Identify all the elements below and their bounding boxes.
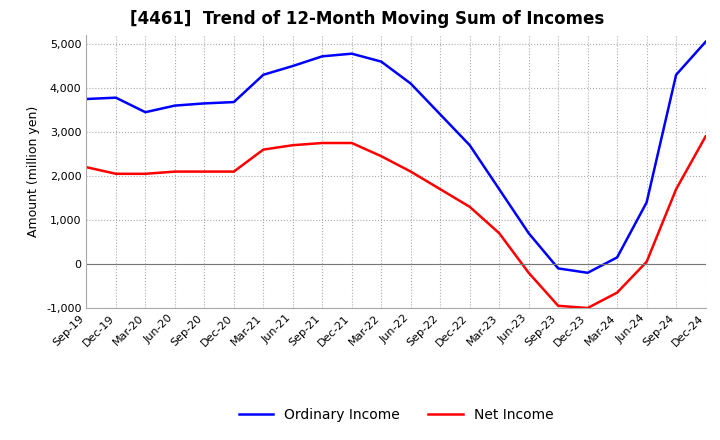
Net Income	[613, 290, 621, 295]
Ordinary Income	[200, 101, 209, 106]
Net Income	[230, 169, 238, 174]
Y-axis label: Amount (million yen): Amount (million yen)	[27, 106, 40, 237]
Ordinary Income	[171, 103, 179, 108]
Ordinary Income	[348, 51, 356, 56]
Net Income	[171, 169, 179, 174]
Ordinary Income	[259, 72, 268, 77]
Net Income	[495, 231, 503, 236]
Text: [4461]  Trend of 12-Month Moving Sum of Incomes: [4461] Trend of 12-Month Moving Sum of I…	[130, 10, 604, 28]
Ordinary Income	[642, 200, 651, 205]
Net Income	[82, 165, 91, 170]
Net Income	[465, 204, 474, 209]
Ordinary Income	[554, 266, 562, 271]
Net Income	[583, 305, 592, 311]
Ordinary Income	[406, 81, 415, 86]
Legend: Ordinary Income, Net Income: Ordinary Income, Net Income	[233, 402, 559, 427]
Ordinary Income	[613, 255, 621, 260]
Ordinary Income	[672, 72, 680, 77]
Net Income	[200, 169, 209, 174]
Net Income	[289, 143, 297, 148]
Net Income	[701, 134, 710, 139]
Net Income	[318, 140, 327, 146]
Net Income	[141, 171, 150, 176]
Ordinary Income	[465, 143, 474, 148]
Net Income	[554, 303, 562, 308]
Ordinary Income	[495, 187, 503, 192]
Net Income	[406, 169, 415, 174]
Ordinary Income	[289, 63, 297, 69]
Net Income	[672, 187, 680, 192]
Net Income	[348, 140, 356, 146]
Net Income	[112, 171, 120, 176]
Ordinary Income	[377, 59, 386, 64]
Ordinary Income	[230, 99, 238, 105]
Net Income	[642, 259, 651, 264]
Ordinary Income	[436, 112, 444, 117]
Ordinary Income	[112, 95, 120, 100]
Ordinary Income	[583, 270, 592, 275]
Net Income	[436, 187, 444, 192]
Ordinary Income	[141, 110, 150, 115]
Ordinary Income	[318, 54, 327, 59]
Net Income	[377, 154, 386, 159]
Ordinary Income	[524, 231, 533, 236]
Net Income	[259, 147, 268, 152]
Net Income	[524, 270, 533, 275]
Line: Ordinary Income: Ordinary Income	[86, 42, 706, 273]
Line: Net Income: Net Income	[86, 136, 706, 308]
Ordinary Income	[82, 96, 91, 102]
Ordinary Income	[701, 39, 710, 44]
